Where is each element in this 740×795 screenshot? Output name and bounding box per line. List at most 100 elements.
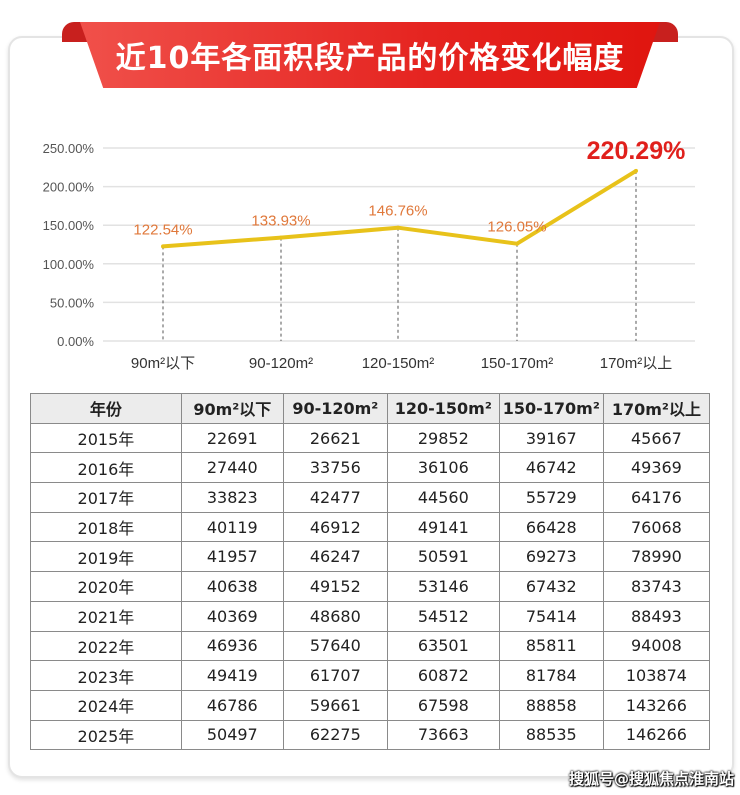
price-cell: 46912: [282, 511, 388, 543]
table-row: 2020年 40638 49152 53146 67432 83743: [30, 571, 711, 602]
year-cell: 2015年: [30, 422, 182, 454]
data-point: [515, 241, 519, 246]
price-cell: 83743: [602, 571, 711, 602]
price-cell: 81784: [498, 660, 604, 691]
price-cell: 146266: [602, 719, 711, 751]
column-header: 120-150m²: [386, 393, 500, 424]
price-cell: 85811: [498, 630, 604, 662]
data-point: [634, 168, 638, 173]
data-label: 133.93%: [251, 213, 310, 230]
price-cell: 73663: [386, 719, 500, 751]
price-cell: 54512: [386, 600, 500, 632]
price-cell: 61707: [282, 660, 388, 691]
y-tick-label: 250.00%: [43, 141, 95, 156]
price-cell: 103874: [602, 660, 711, 691]
table-row: 2019年 41957 46247 50591 69273 78990: [30, 541, 711, 573]
table-row: 2023年 49419 61707 60872 81784 103874: [30, 660, 711, 691]
price-cell: 46742: [498, 452, 604, 484]
table-row: 2025年 50497 62275 73663 88535 146266: [30, 719, 711, 751]
price-cell: 26621: [282, 422, 388, 454]
data-label: 146.76%: [368, 203, 427, 220]
data-label: 220.29%: [587, 137, 686, 165]
table-row: 2024年 46786 59661 67598 88858 143266: [30, 689, 711, 721]
price-cell: 29852: [386, 422, 500, 454]
price-cell: 63501: [386, 630, 500, 662]
y-tick-label: 150.00%: [43, 218, 95, 233]
price-cell: 59661: [282, 689, 388, 721]
table-row: 2018年 40119 46912 49141 66428 76068: [30, 511, 711, 543]
year-cell: 2022年: [30, 630, 182, 662]
price-cell: 39167: [498, 422, 604, 454]
price-cell: 62275: [282, 719, 388, 751]
price-cell: 69273: [498, 541, 604, 573]
price-cell: 67598: [386, 689, 500, 721]
price-cell: 50591: [386, 541, 500, 573]
y-tick-label: 50.00%: [50, 295, 95, 310]
price-cell: 42477: [282, 482, 388, 513]
year-cell: 2016年: [30, 452, 182, 484]
x-tick-label: 150-170m²: [481, 355, 554, 372]
table-row: 2021年 40369 48680 54512 75414 88493: [30, 600, 711, 632]
year-cell: 2019年: [30, 541, 182, 573]
price-cell: 48680: [282, 600, 388, 632]
line-chart: 0.00% 50.00% 100.00% 150.00% 200.00% 250.00% 1…: [43, 137, 695, 372]
price-table: 年份 90m²以下 90-120m² 120-150m² 150-170m² 170m²以…: [30, 393, 711, 751]
year-cell: 2025年: [30, 719, 182, 751]
price-cell: 49419: [180, 660, 284, 691]
price-cell: 46786: [180, 689, 284, 721]
price-cell: 66428: [498, 511, 604, 543]
table-row: 2017年 33823 42477 44560 55729 64176: [30, 482, 711, 513]
data-label: 122.54%: [133, 221, 192, 238]
price-cell: 64176: [602, 482, 711, 513]
price-cell: 46247: [282, 541, 388, 573]
year-cell: 2020年: [30, 571, 182, 602]
price-cell: 49369: [602, 452, 711, 484]
price-cell: 88535: [498, 719, 604, 751]
watermark: 搜狐号@搜狐焦点淮南站: [568, 770, 734, 788]
y-tick-label: 0.00%: [57, 334, 94, 349]
price-cell: 36106: [386, 452, 500, 484]
year-cell: 2018年: [30, 511, 182, 543]
column-header: 90-120m²: [282, 393, 388, 424]
price-cell: 49141: [386, 511, 500, 543]
column-header: 150-170m²: [498, 393, 604, 424]
data-point: [161, 244, 165, 249]
price-cell: 76068: [602, 511, 711, 543]
x-tick-label: 170m²以上: [600, 355, 673, 372]
data-label: 126.05%: [487, 219, 546, 236]
price-cell: 50497: [180, 719, 284, 751]
price-cell: 27440: [180, 452, 284, 484]
price-cell: 53146: [386, 571, 500, 602]
year-cell: 2024年: [30, 689, 182, 721]
data-point: [279, 235, 283, 240]
x-tick-label: 120-150m²: [362, 355, 435, 372]
year-cell: 2023年: [30, 660, 182, 691]
price-cell: 49152: [282, 571, 388, 602]
year-cell: 2017年: [30, 482, 182, 513]
price-cell: 78990: [602, 541, 711, 573]
price-cell: 55729: [498, 482, 604, 513]
price-cell: 33823: [180, 482, 284, 513]
price-cell: 57640: [282, 630, 388, 662]
price-cell: 60872: [386, 660, 500, 691]
x-tick-label: 90-120m²: [249, 355, 313, 372]
column-header: 170m²以上: [602, 393, 711, 424]
y-tick-label: 100.00%: [43, 257, 95, 272]
price-cell: 40369: [180, 600, 284, 632]
table-row: 2015年 22691 26621 29852 39167 45667: [30, 422, 711, 454]
price-cell: 44560: [386, 482, 500, 513]
price-cell: 67432: [498, 571, 604, 602]
x-tick-label: 90m²以下: [131, 355, 195, 372]
table-row: 2016年 27440 33756 36106 46742 49369: [30, 452, 711, 484]
price-cell: 88493: [602, 600, 711, 632]
column-header: 年份: [30, 393, 182, 424]
price-cell: 143266: [602, 689, 711, 721]
year-cell: 2021年: [30, 600, 182, 632]
data-point: [396, 225, 400, 230]
table-row: 2022年 46936 57640 63501 85811 94008: [30, 630, 711, 662]
table-header-row: 年份 90m²以下 90-120m² 120-150m² 150-170m² 170m²以…: [30, 393, 711, 424]
price-cell: 88858: [498, 689, 604, 721]
price-cell: 22691: [180, 422, 284, 454]
price-cell: 45667: [602, 422, 711, 454]
price-cell: 40119: [180, 511, 284, 543]
